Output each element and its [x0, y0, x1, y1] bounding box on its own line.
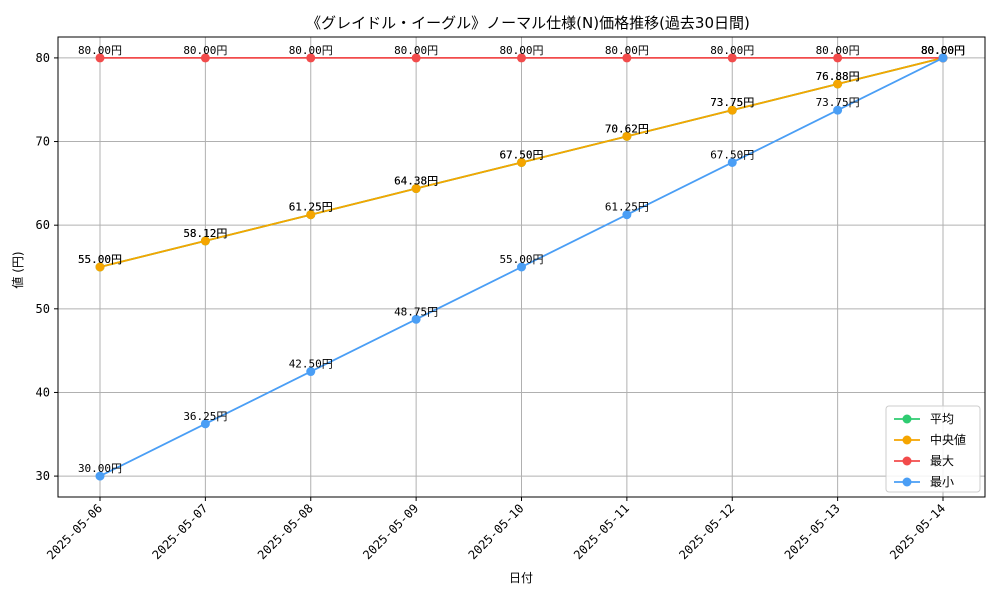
data-label: 80.00円	[499, 44, 543, 57]
data-point	[622, 131, 632, 141]
y-axis-label: 値 (円)	[10, 251, 25, 288]
x-tick-label: 2025-05-11	[571, 501, 632, 562]
data-point	[306, 367, 316, 377]
data-label: 67.50円	[499, 148, 543, 161]
x-axis-ticks: 2025-05-06 2025-05-07 2025-05-08 2025-05-09…	[44, 497, 948, 562]
legend-label: 中央値	[930, 432, 966, 447]
data-point	[95, 53, 105, 63]
data-point	[200, 53, 210, 63]
data-label: 73.75円	[816, 96, 860, 109]
data-label: 67.50円	[499, 148, 543, 161]
data-point	[622, 53, 632, 63]
data-label: 80.00円	[921, 44, 965, 57]
data-point	[517, 53, 526, 63]
data-label: 36.25円	[183, 410, 227, 423]
data-point	[833, 105, 843, 115]
legend-marker	[902, 414, 912, 424]
y-axis-ticks: 30 40 50 60 70 80	[36, 51, 58, 483]
data-label: 70.62円	[605, 122, 649, 135]
data-label: 61.25円	[605, 201, 649, 214]
data-point	[727, 157, 737, 167]
data-label: 73.75円	[710, 96, 754, 109]
x-tick-label: 2025-05-09	[360, 501, 421, 562]
series-lines	[95, 53, 948, 481]
data-label: 58.12円	[183, 227, 227, 240]
data-point	[938, 53, 948, 63]
data-point	[411, 53, 421, 63]
data-point	[306, 53, 316, 63]
data-point	[517, 157, 526, 167]
data-point	[411, 314, 421, 324]
legend-marker	[902, 477, 912, 487]
data-point	[727, 53, 737, 63]
data-label: 80.00円	[921, 44, 965, 57]
data-point	[95, 471, 105, 481]
x-tick-label: 2025-05-14	[887, 501, 948, 562]
data-label: 80.00円	[605, 44, 649, 57]
data-label: 64.38円	[394, 175, 438, 188]
x-tick-label: 2025-05-12	[676, 501, 737, 562]
y-tick-label: 80	[36, 51, 50, 65]
data-label: 67.50円	[710, 148, 754, 161]
data-label: 80.00円	[289, 44, 333, 57]
y-tick-label: 70	[36, 135, 50, 149]
data-label: 80.00円	[710, 44, 754, 57]
legend-label: 平均	[930, 412, 954, 426]
data-point	[622, 210, 632, 220]
y-tick-label: 50	[36, 302, 50, 316]
x-tick-label: 2025-05-07	[150, 501, 211, 562]
data-point	[306, 210, 316, 220]
legend-marker	[902, 456, 912, 466]
data-label: 76.88円	[816, 70, 860, 83]
y-tick-label: 40	[36, 385, 50, 399]
data-label: 76.88円	[816, 70, 860, 83]
data-labels: 55.00円 58.12円 61.25円 64.38円 67.50円 70.62円 73.7…	[78, 44, 965, 475]
data-label: 55.00円	[499, 253, 543, 266]
data-label: 64.38円	[394, 175, 438, 188]
data-point	[200, 419, 210, 429]
data-label: 80.00円	[78, 44, 122, 57]
data-label: 80.00円	[921, 44, 965, 57]
x-tick-label: 2025-05-06	[44, 501, 105, 562]
data-point	[833, 53, 843, 63]
data-label: 61.25円	[289, 201, 333, 214]
x-tick-label: 2025-05-13	[782, 501, 843, 562]
data-label: 80.00円	[183, 44, 227, 57]
data-label: 80.00円	[816, 44, 860, 57]
x-tick-label: 2025-05-10	[466, 501, 527, 562]
x-axis-label: 日付	[509, 571, 533, 585]
data-label: 70.62円	[605, 122, 649, 135]
data-label: 58.12円	[183, 227, 227, 240]
data-point	[411, 184, 421, 194]
data-label: 80.00円	[921, 44, 965, 57]
chart-title: 《グレイドル・イーグル》ノーマル仕様(N)価格推移(過去30日間)	[306, 14, 750, 32]
x-tick-label: 2025-05-08	[255, 501, 316, 562]
data-point	[727, 105, 737, 115]
y-tick-label: 30	[36, 469, 50, 483]
data-label: 30.00円	[78, 462, 122, 475]
legend-frame	[885, 405, 981, 493]
data-point	[95, 262, 105, 272]
data-label: 61.25円	[289, 201, 333, 214]
data-point	[517, 262, 526, 272]
data-label: 42.50円	[289, 358, 333, 371]
data-point	[200, 236, 210, 246]
data-label: 48.75円	[394, 305, 438, 318]
legend-label: 最大	[930, 454, 954, 468]
data-label: 80.00円	[394, 44, 438, 57]
data-point	[833, 79, 843, 89]
legend-label: 最小	[930, 475, 954, 489]
data-label: 73.75円	[710, 96, 754, 109]
data-label: 55.00円	[78, 253, 122, 266]
y-tick-label: 60	[36, 218, 50, 232]
legend-marker	[902, 435, 912, 445]
data-label: 55.00円	[78, 253, 122, 266]
